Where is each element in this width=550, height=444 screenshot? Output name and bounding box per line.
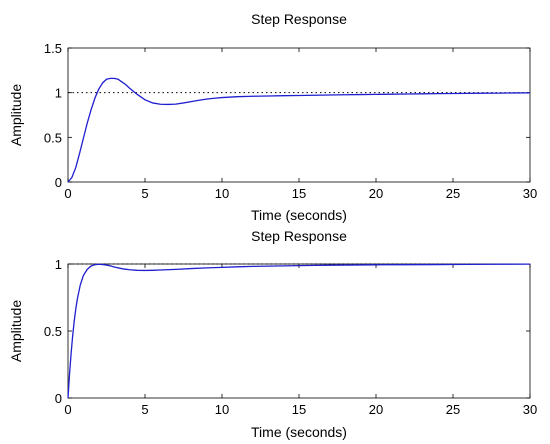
x-tick-label: 30 <box>523 402 537 417</box>
x-axis-label: Time (seconds) <box>251 207 347 223</box>
x-tick-label: 15 <box>292 402 306 417</box>
chart-title: Step Response <box>251 11 347 27</box>
x-tick-label: 20 <box>369 186 383 201</box>
x-axis-label: Time (seconds) <box>251 424 347 440</box>
y-tick-label: 0.5 <box>44 130 62 145</box>
y-tick-label: 0 <box>55 391 62 406</box>
step-response-curve <box>67 263 531 399</box>
x-tick-label: 25 <box>446 402 460 417</box>
x-tick-label: 5 <box>141 186 148 201</box>
step-response-subplot: 0 5 10 15 20 25 30 0 0.5 1 1.5 Step Response Time (s… <box>8 11 537 223</box>
y-axis-label: Amplitude <box>8 300 24 362</box>
x-tick-label: 0 <box>64 186 71 201</box>
axes-box <box>67 47 531 183</box>
y-tick-label: 1 <box>55 257 62 272</box>
x-tick-label: 15 <box>292 186 306 201</box>
x-tick-label: 25 <box>446 186 460 201</box>
x-tick-label: 10 <box>215 186 229 201</box>
x-tick-label: 10 <box>215 402 229 417</box>
x-tick-label: 30 <box>523 186 537 201</box>
x-tick-label: 20 <box>369 402 383 417</box>
y-tick-label: 1 <box>55 86 62 101</box>
y-tick-label: 1.5 <box>44 41 62 56</box>
step-response-curve <box>67 77 531 183</box>
chart-title: Step Response <box>251 228 347 244</box>
step-response-subplot: 0 5 10 15 20 25 30 0 0.5 1 Step Response Time (seco… <box>8 228 537 440</box>
y-tick-label: 0.5 <box>44 324 62 339</box>
x-tick-label: 0 <box>64 402 71 417</box>
x-tick-label: 5 <box>141 402 148 417</box>
axes-box <box>67 263 531 399</box>
y-axis-label: Amplitude <box>8 84 24 146</box>
y-tick-label: 0 <box>55 175 62 190</box>
